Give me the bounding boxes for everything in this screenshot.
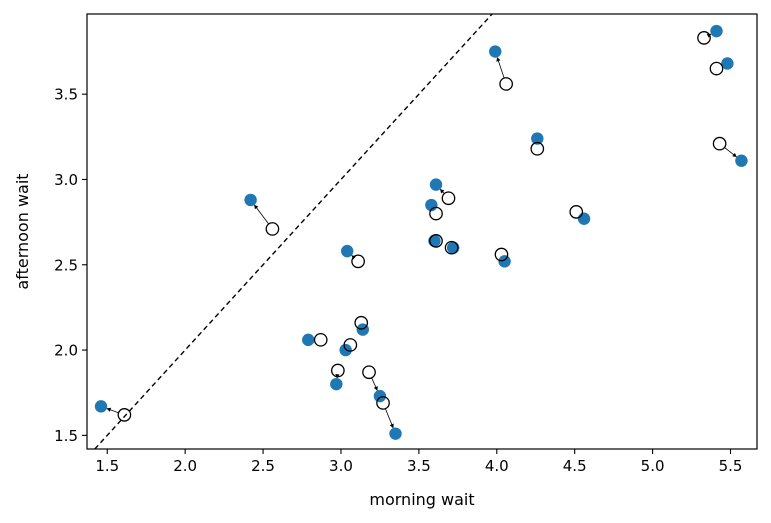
- connector-arrow: [106, 407, 119, 414]
- connector-arrow: [371, 377, 378, 391]
- y-axis-title: afternoon wait: [13, 173, 32, 289]
- open-point: [429, 206, 443, 221]
- open-point: [331, 363, 345, 378]
- filled-point: [389, 427, 402, 440]
- open-point: [265, 222, 280, 236]
- open-point: [530, 141, 545, 156]
- x-axis: 1.5 2.0 2.5 3.0 3.5 4.0 4.5 5.0 5.5: [95, 449, 742, 475]
- open-point: [343, 338, 358, 352]
- plot-frame: [86, 13, 758, 450]
- open-point: [362, 365, 376, 380]
- connector-arrow: [384, 408, 394, 429]
- axes-frame: [86, 13, 758, 450]
- y-tick-label: 1.5: [54, 427, 78, 445]
- filled-point: [489, 45, 502, 58]
- connector-arrow: [439, 188, 445, 195]
- x-tick-label: 3.5: [407, 457, 431, 475]
- connector-arrowhead: [440, 189, 445, 194]
- filled-point: [373, 389, 387, 403]
- connector-arrowhead: [389, 423, 394, 429]
- identity-line: [94, 14, 493, 449]
- open-point: [499, 77, 513, 91]
- open-point: [441, 191, 456, 206]
- filled-point: [531, 132, 544, 145]
- open-point: [117, 408, 132, 422]
- x-axis-title: morning wait: [369, 490, 474, 509]
- open-point: [354, 315, 369, 330]
- x-tick-label: 3.0: [329, 457, 353, 475]
- connector-arrowhead: [373, 386, 378, 391]
- open-point: [569, 205, 584, 219]
- connector-arrow: [253, 204, 270, 225]
- connector-line: [253, 204, 270, 225]
- connector-arrowhead: [254, 204, 259, 210]
- filled-point: [735, 154, 748, 167]
- x-tick-label: 5.0: [641, 457, 665, 475]
- filled-point: [577, 212, 591, 225]
- x-tick-label: 2.0: [173, 457, 197, 475]
- connector-arrow: [724, 147, 737, 158]
- x-tick-label: 5.5: [719, 457, 743, 475]
- x-tick-label: 1.5: [95, 457, 119, 475]
- y-tick-label: 3.5: [54, 86, 78, 104]
- x-tick-label: 4.5: [563, 457, 587, 475]
- open-point: [313, 332, 328, 347]
- plot-area: [87, 14, 757, 449]
- identity-line-layer: [94, 14, 493, 449]
- y-tick-label: 2.5: [54, 256, 78, 274]
- y-axis: 1.5 2.0 2.5 3.0 3.5: [54, 86, 87, 445]
- open-point: [351, 254, 365, 269]
- filled-point: [339, 343, 352, 357]
- open-point: [697, 31, 711, 45]
- connector-arrowhead: [496, 57, 501, 62]
- open-point: [376, 396, 390, 410]
- open-point: [429, 234, 443, 248]
- filled-point: [330, 377, 343, 391]
- y-tick-label: 3.0: [54, 171, 78, 189]
- points-layer: [94, 24, 748, 440]
- plot-background: [87, 14, 757, 449]
- filled-point: [302, 333, 315, 347]
- x-tick-label: 4.0: [485, 457, 509, 475]
- filled-point: [94, 400, 108, 413]
- open-point: [709, 61, 724, 76]
- connector-arrow: [496, 57, 505, 79]
- y-tick-label: 2.0: [54, 342, 78, 360]
- filled-point: [498, 255, 511, 268]
- filled-point: [244, 193, 257, 207]
- filled-point: [710, 24, 723, 38]
- connector-arrowhead: [732, 152, 737, 158]
- open-point: [494, 247, 509, 262]
- filled-point: [721, 57, 734, 70]
- filled-point: [341, 244, 354, 258]
- connector-arrowhead: [106, 407, 112, 412]
- x-tick-label: 2.5: [251, 457, 275, 475]
- open-point: [712, 136, 727, 151]
- open-point: [444, 240, 459, 255]
- filled-point: [429, 178, 443, 191]
